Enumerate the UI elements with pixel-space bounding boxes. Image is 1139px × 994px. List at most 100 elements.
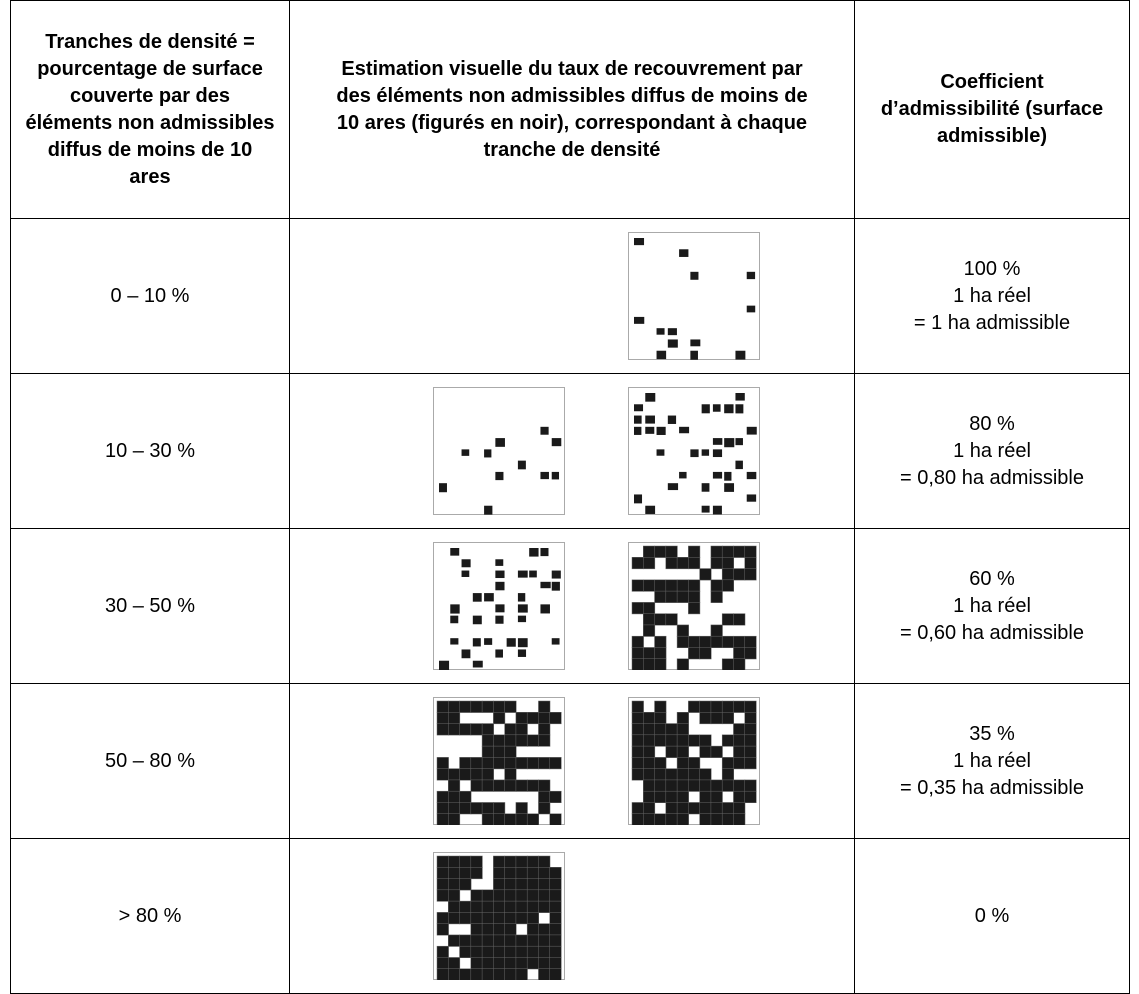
pattern-cell — [654, 635, 667, 649]
pattern-cell — [735, 404, 744, 414]
coefficient-line: = 0,35 ha admissible — [899, 776, 1084, 799]
pattern-cell — [712, 449, 723, 458]
pattern-cell — [721, 568, 735, 581]
pattern-cell — [461, 570, 470, 577]
pattern-cell — [549, 712, 562, 725]
pattern-cell — [699, 700, 712, 713]
pattern-cell — [436, 790, 449, 804]
pattern-cell — [733, 647, 746, 660]
pattern-cell — [517, 460, 526, 470]
pattern-cell — [481, 768, 494, 781]
pattern-cell — [656, 328, 665, 335]
pattern-cell — [481, 757, 494, 770]
pattern-cell — [643, 647, 656, 660]
pattern-cell — [746, 305, 756, 313]
pattern-cell — [688, 757, 701, 770]
pattern-cell — [744, 712, 757, 725]
pattern-cell — [459, 867, 472, 880]
pattern-cell — [549, 923, 562, 936]
pattern-cell — [654, 590, 667, 603]
pattern-cell — [710, 545, 723, 558]
pattern-cell — [690, 339, 701, 347]
pattern-cell — [470, 779, 483, 792]
pattern-cell — [676, 590, 689, 603]
pattern-cell — [654, 813, 667, 825]
pattern-cell — [526, 779, 540, 792]
pattern-cell — [526, 712, 540, 725]
pattern-cell — [721, 613, 735, 626]
pattern-cell — [710, 745, 723, 758]
pattern-cell — [448, 779, 461, 792]
pattern-cell — [448, 878, 461, 891]
pattern-cell — [470, 968, 483, 980]
pattern-cell — [470, 923, 483, 936]
pattern-cell — [481, 968, 494, 980]
pattern-cell — [470, 757, 483, 770]
pattern-cell — [517, 604, 528, 613]
pattern-cell — [538, 923, 551, 936]
table-row: 10 – 30 % 80 % 1 ha réel = 0,80 ha admissib… — [10, 373, 1130, 529]
pattern-cell — [676, 790, 689, 804]
pattern-cell — [643, 813, 656, 825]
pattern-cell — [448, 900, 461, 913]
pattern-cell — [733, 813, 746, 825]
pattern-cell — [710, 790, 723, 804]
pattern-cell — [665, 790, 678, 804]
pattern-cell — [746, 494, 757, 502]
pattern-cell — [645, 426, 655, 434]
pattern-cell — [733, 779, 746, 792]
pattern-cell — [493, 878, 506, 891]
pattern-cell — [667, 339, 678, 348]
pattern-cell — [515, 734, 528, 747]
pattern-cell — [459, 700, 472, 713]
pattern-cell — [643, 745, 656, 758]
pattern-cell — [495, 471, 504, 481]
pattern-cell — [631, 635, 644, 649]
pattern-cell — [515, 779, 528, 792]
pattern-cell — [643, 579, 656, 592]
image-cell — [289, 528, 855, 684]
pattern-cell — [643, 624, 656, 637]
pattern-cell — [643, 723, 656, 736]
coefficient-cell: 0 % — [854, 838, 1130, 994]
pattern-cell — [493, 867, 506, 880]
pattern-cell — [436, 968, 449, 980]
pattern-cell — [654, 613, 667, 626]
pattern-cell — [643, 768, 656, 781]
pattern-cell — [493, 712, 506, 725]
pattern-cell — [504, 867, 517, 880]
pattern-cell — [631, 700, 644, 713]
pattern-cell — [631, 647, 644, 660]
pattern-cell — [688, 700, 701, 713]
density-table: Tranches de densité = pourcentage de sur… — [10, 0, 1130, 994]
pattern-cell — [448, 889, 461, 902]
pattern-cell — [744, 734, 757, 747]
pattern-cell — [493, 734, 506, 747]
pattern-cell — [484, 593, 494, 602]
density-pattern — [628, 387, 760, 515]
pattern-cell — [504, 813, 517, 825]
pattern-cell — [448, 867, 461, 880]
pattern-cell — [735, 350, 746, 360]
pattern-cell — [504, 934, 517, 947]
pattern-cell — [481, 734, 494, 747]
pattern-cell — [665, 613, 678, 626]
pattern-cell — [735, 393, 745, 401]
pattern-cell — [721, 635, 735, 649]
density-pattern — [628, 232, 760, 360]
pattern-cell — [690, 449, 699, 458]
pattern-cell — [538, 900, 551, 913]
pattern-cell — [526, 923, 540, 936]
pattern-cell — [643, 602, 656, 615]
pattern-cell — [667, 328, 677, 336]
pattern-cell — [504, 878, 517, 891]
pattern-cell — [436, 757, 449, 770]
pattern-cell — [538, 957, 551, 970]
pattern-cell — [481, 779, 494, 792]
pattern-cell — [526, 945, 540, 959]
pattern-cell — [495, 615, 504, 624]
pattern-cell — [504, 745, 517, 758]
pattern-cell — [654, 700, 667, 713]
pattern-cell — [538, 712, 551, 725]
pattern-cell — [690, 271, 699, 280]
